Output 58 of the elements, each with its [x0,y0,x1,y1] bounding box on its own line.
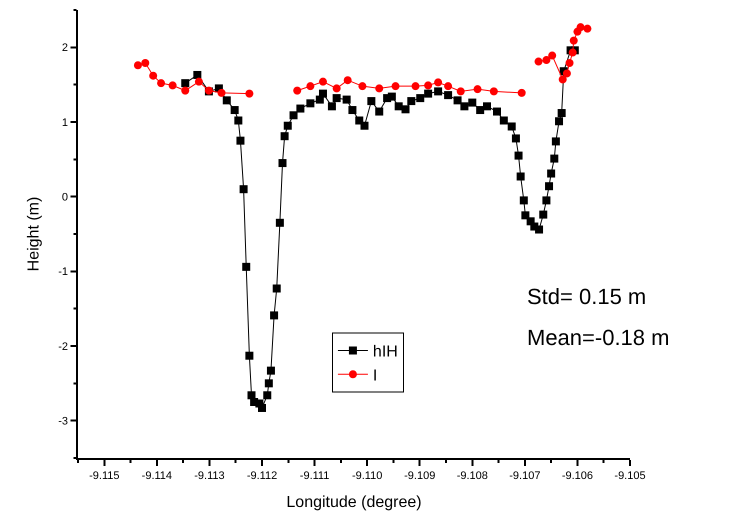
x-tick-label: -9.108 [456,470,488,482]
point [542,56,550,64]
point [583,24,592,33]
point [566,59,574,68]
point [570,36,578,45]
y-tick-label: -3 [58,416,68,428]
point [293,86,302,95]
point [562,69,571,78]
x-tick-label: -9.107 [509,470,540,482]
legend-label: I [372,368,378,384]
legend-label: hIH [372,344,398,361]
point [181,86,190,95]
y-tick-label: -1 [58,266,68,278]
point [456,87,465,96]
point [134,61,142,70]
y-tick-label: 1 [62,116,68,129]
x-tick-label: -9.114 [142,470,172,482]
point [558,75,567,84]
y-tick-label: 2 [62,42,68,54]
x-tick-label: -9.112 [246,470,278,482]
x-tick-label: -9.110 [352,470,382,482]
point [306,82,314,90]
annotation: Std= 0.15 m [527,284,646,309]
x-tick-label: -9.106 [562,470,594,482]
point [218,88,226,97]
x-tick-label: -9.115 [89,470,120,482]
x-tick-label: -9.109 [404,470,436,482]
x-tick-label: -9.111 [300,470,330,482]
point [141,59,150,68]
point [344,76,352,84]
point [412,82,420,90]
point [332,84,341,92]
point [474,85,482,94]
annotation: Mean=-0.18 m [527,325,670,350]
y-axis-title: Height (m) [26,196,43,272]
point [375,84,384,92]
x-axis-title: Longitude (degree) [286,494,422,512]
point [444,82,452,90]
point [576,23,585,32]
point [434,78,442,86]
point [358,82,366,90]
point [548,52,556,60]
x-tick-label: -9.105 [614,470,646,482]
y-tick-label: -2 [58,340,68,353]
point [424,81,432,90]
point [157,79,166,88]
point [518,88,526,97]
point [149,72,158,80]
x-tick-label: -9.113 [194,470,225,482]
point [534,58,543,66]
point [318,78,327,86]
point [568,48,577,57]
point [245,90,254,98]
point [490,87,498,96]
point [392,82,400,90]
y-tick-label: 0 [62,192,68,204]
point [194,78,203,86]
point [168,81,177,90]
